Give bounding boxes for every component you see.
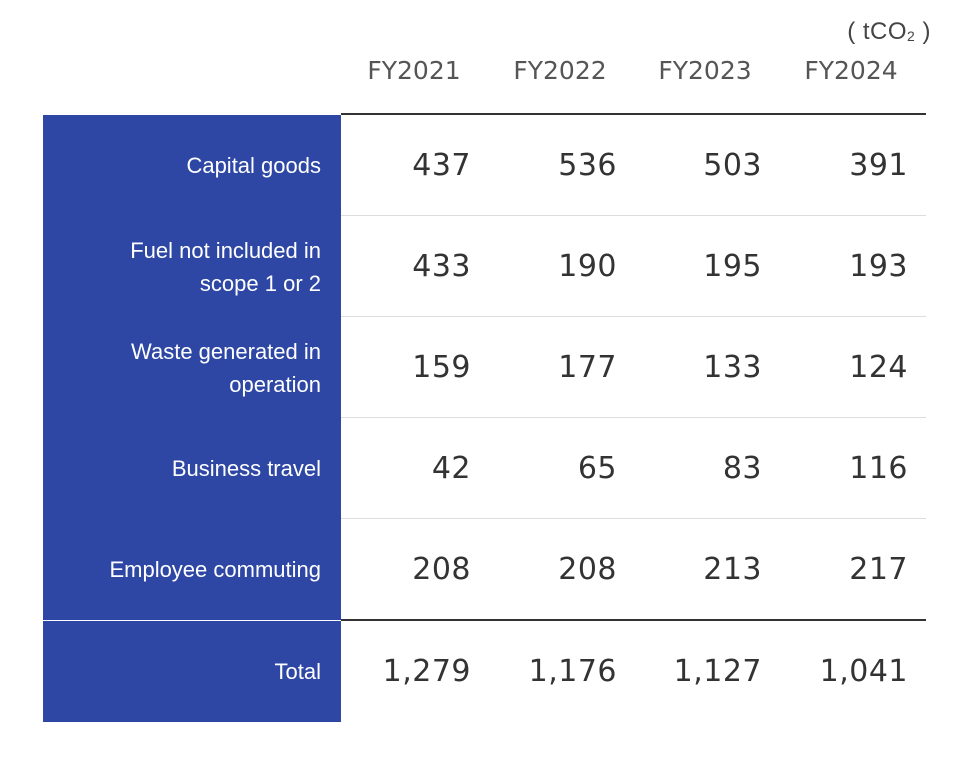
column-header-fy2024: FY2024 (804, 56, 898, 85)
unit-subscript: 2 (907, 28, 916, 44)
row-label-text: Waste generated in operation (131, 338, 321, 397)
column-header-row: FY2021 FY2022 FY2023 FY2024 (341, 56, 926, 102)
row-divider (341, 417, 926, 418)
value-cell: 124 (849, 350, 908, 385)
row-label: Fuel not included in scope 1 or 2 (43, 216, 341, 317)
total-rule (341, 619, 926, 621)
table-row: Fuel not included in scope 1 or 2 433 19… (43, 216, 926, 317)
row-divider (341, 316, 926, 317)
table-row: Waste generated in operation 159 177 133… (43, 317, 926, 418)
value-cell: 190 (558, 249, 617, 284)
value-cell: 159 (412, 350, 471, 385)
value-cell: 133 (703, 350, 762, 385)
column-header-fy2023: FY2023 (658, 56, 752, 85)
table-row: Business travel 42 65 83 116 (43, 418, 926, 519)
column-header-fy2021: FY2021 (367, 56, 461, 85)
value-cell: 83 (722, 451, 762, 486)
row-label-text: Employee commuting (109, 557, 321, 582)
value-cell: 195 (703, 249, 762, 284)
value-cell: 42 (431, 451, 471, 486)
row-label-text: Business travel (171, 456, 321, 481)
value-cell: 391 (849, 148, 908, 183)
row-label: Waste generated in operation (43, 317, 341, 418)
value-cell: 213 (703, 552, 762, 587)
table-row: Employee commuting 208 208 213 217 (43, 519, 926, 620)
row-label: Employee commuting (43, 519, 341, 620)
value-cell: 177 (558, 350, 617, 385)
total-value-cell: 1,279 (382, 654, 471, 689)
value-cell: 217 (849, 552, 908, 587)
value-cell: 208 (558, 552, 617, 587)
table-row: Capital goods 437 536 503 391 (43, 115, 926, 216)
total-row: Total 1,279 1,176 1,127 1,041 (43, 621, 926, 722)
value-cell: 503 (703, 148, 762, 183)
unit-prefix: ( tCO (847, 18, 908, 45)
row-label-text: Capital goods (186, 153, 321, 178)
total-label: Total (43, 621, 341, 722)
row-divider (341, 215, 926, 216)
unit-suffix: ) (915, 18, 931, 45)
value-cell: 536 (558, 148, 617, 183)
row-divider (341, 518, 926, 519)
value-cell: 193 (849, 249, 908, 284)
unit-label: ( tCO2 ) (847, 18, 931, 46)
value-cell: 65 (577, 451, 617, 486)
row-label-text: Fuel not included in scope 1 or 2 (130, 237, 321, 296)
column-header-fy2022: FY2022 (513, 56, 607, 85)
row-label: Business travel (43, 418, 341, 519)
row-label: Capital goods (43, 115, 341, 216)
row-label-text: Total (274, 659, 321, 684)
total-value-cell: 1,176 (528, 654, 617, 689)
value-cell: 437 (412, 148, 471, 183)
total-value-cell: 1,041 (819, 654, 908, 689)
value-cell: 208 (412, 552, 471, 587)
total-value-cell: 1,127 (673, 654, 762, 689)
table-top-rule (341, 113, 926, 115)
value-cell: 116 (849, 451, 908, 486)
value-cell: 433 (412, 249, 471, 284)
